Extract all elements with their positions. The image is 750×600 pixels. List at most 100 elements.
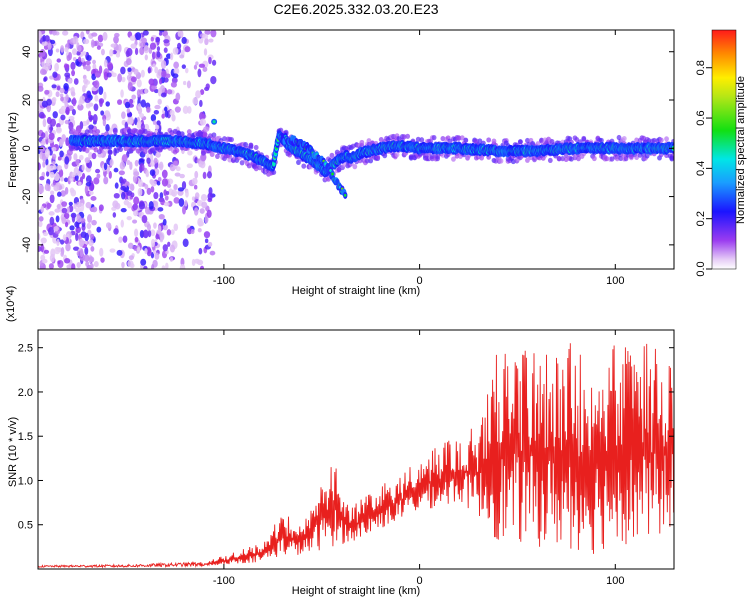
heatmap-cell [79, 154, 84, 161]
heatmap-cell [405, 133, 411, 139]
heatmap-cell [72, 57, 77, 62]
heatmap-cell [83, 254, 90, 262]
heatmap-cell [174, 106, 181, 113]
heatmap-cell [136, 246, 141, 252]
heatmap-cell [113, 228, 119, 235]
heatmap-cell [48, 263, 54, 269]
heatmap-cell [146, 187, 152, 195]
heatmap-cell [79, 248, 84, 258]
heatmap-cell [85, 64, 91, 72]
heatmap-cell [64, 47, 69, 53]
heatmap-cell [75, 158, 80, 166]
heatmap-cell [202, 171, 207, 180]
heatmap-cell [51, 146, 57, 152]
heatmap-cell [203, 231, 211, 239]
heatmap-cell [253, 144, 259, 151]
heatmap-cell [126, 216, 132, 221]
heatmap-cell [137, 179, 143, 188]
heatmap-cell [114, 202, 121, 210]
heatmap-cell [139, 46, 145, 56]
heatmap-cell [85, 60, 91, 66]
heatmap-cell [41, 258, 48, 264]
heatmap-cell [77, 170, 82, 177]
heatmap-cell [107, 149, 113, 155]
heatmap-cell [92, 114, 98, 123]
heatmap-cell [479, 155, 485, 161]
heatmap-cell [129, 35, 136, 42]
heatmap-cell [61, 201, 68, 207]
snr-ytick-label: 2.5 [18, 343, 33, 355]
heatmap-cell [44, 148, 51, 158]
heatmap-cell [67, 78, 73, 84]
heatmap-cell [149, 169, 156, 176]
heatmap-cell [197, 68, 202, 78]
heatmap-cell [76, 215, 82, 223]
heatmap-cell [164, 106, 168, 112]
heatmap-cell [135, 148, 141, 154]
heatmap-cell [89, 256, 95, 263]
heatmap-cell [68, 201, 73, 206]
heatmap-cell [41, 61, 46, 68]
heatmap-cell [82, 38, 90, 45]
heatmap-cell [130, 43, 137, 49]
heatmap-cell [382, 153, 388, 159]
heatmap-cell [55, 126, 62, 134]
heatmap-cell [40, 140, 46, 146]
heatmap-cell [114, 182, 119, 189]
heatmap-cell [463, 137, 469, 143]
heatmap-cell [100, 110, 105, 116]
heatmap-cell [125, 58, 132, 66]
heatmap-cell [525, 157, 530, 163]
snr-ytick-label: 2.0 [18, 387, 33, 399]
heatmap-cell [120, 186, 127, 191]
heatmap-cell [166, 89, 173, 95]
heatmap-cell [124, 101, 131, 109]
heatmap-cell [49, 194, 55, 204]
heatmap-cell [120, 207, 127, 213]
heatmap-cell [165, 190, 170, 196]
heatmap-cell [155, 152, 161, 158]
heatmap-cell [109, 248, 116, 253]
heatmap-cell [135, 32, 142, 41]
heatmap-cell [211, 59, 217, 66]
heatmap-cell [301, 163, 307, 169]
heatmap-cell [38, 162, 41, 171]
heatmap-cell [187, 150, 193, 156]
heatmap-cell [70, 91, 76, 97]
heatmap-cell [156, 229, 162, 234]
heatmap-cell [206, 171, 212, 179]
heatmap-cell [153, 200, 159, 207]
heatmap-cell [198, 220, 204, 227]
heatmap-cell [110, 43, 117, 48]
heatmap-cell [122, 235, 128, 243]
heatmap-cell [66, 264, 72, 269]
heatmap-cell [62, 234, 67, 241]
heatmap-cell [111, 72, 117, 78]
heatmap-cell [368, 158, 374, 164]
heatmap-cell [150, 229, 156, 237]
heatmap-cell [173, 197, 180, 204]
heatmap-cell [75, 232, 79, 242]
heatmap-cell [56, 191, 62, 197]
heatmap-cell [120, 89, 124, 98]
heatmap-cell [66, 54, 71, 62]
heatmap-cell [157, 207, 164, 212]
heatmap-cell [204, 215, 209, 224]
heatmap-cell [134, 159, 139, 167]
heatmap-cell [121, 76, 126, 83]
heatmap-cell [174, 147, 180, 154]
heatmap-cell [103, 176, 109, 185]
heatmap-cell [161, 265, 166, 269]
snr-ytick-label: 1.5 [18, 431, 33, 443]
heatmap-cell [150, 160, 155, 167]
heatmap-cell [41, 171, 46, 178]
heatmap-cell [51, 30, 57, 36]
heatmap-cell [163, 77, 169, 83]
heatmap-cell [206, 209, 212, 218]
heatmap-cell [106, 72, 112, 78]
heatmap-cell [129, 183, 135, 190]
heatmap-cell [142, 148, 148, 155]
spectrogram-ytick-label: 0 [21, 145, 33, 151]
heatmap-cell [45, 58, 53, 66]
heatmap-cell [109, 49, 114, 57]
